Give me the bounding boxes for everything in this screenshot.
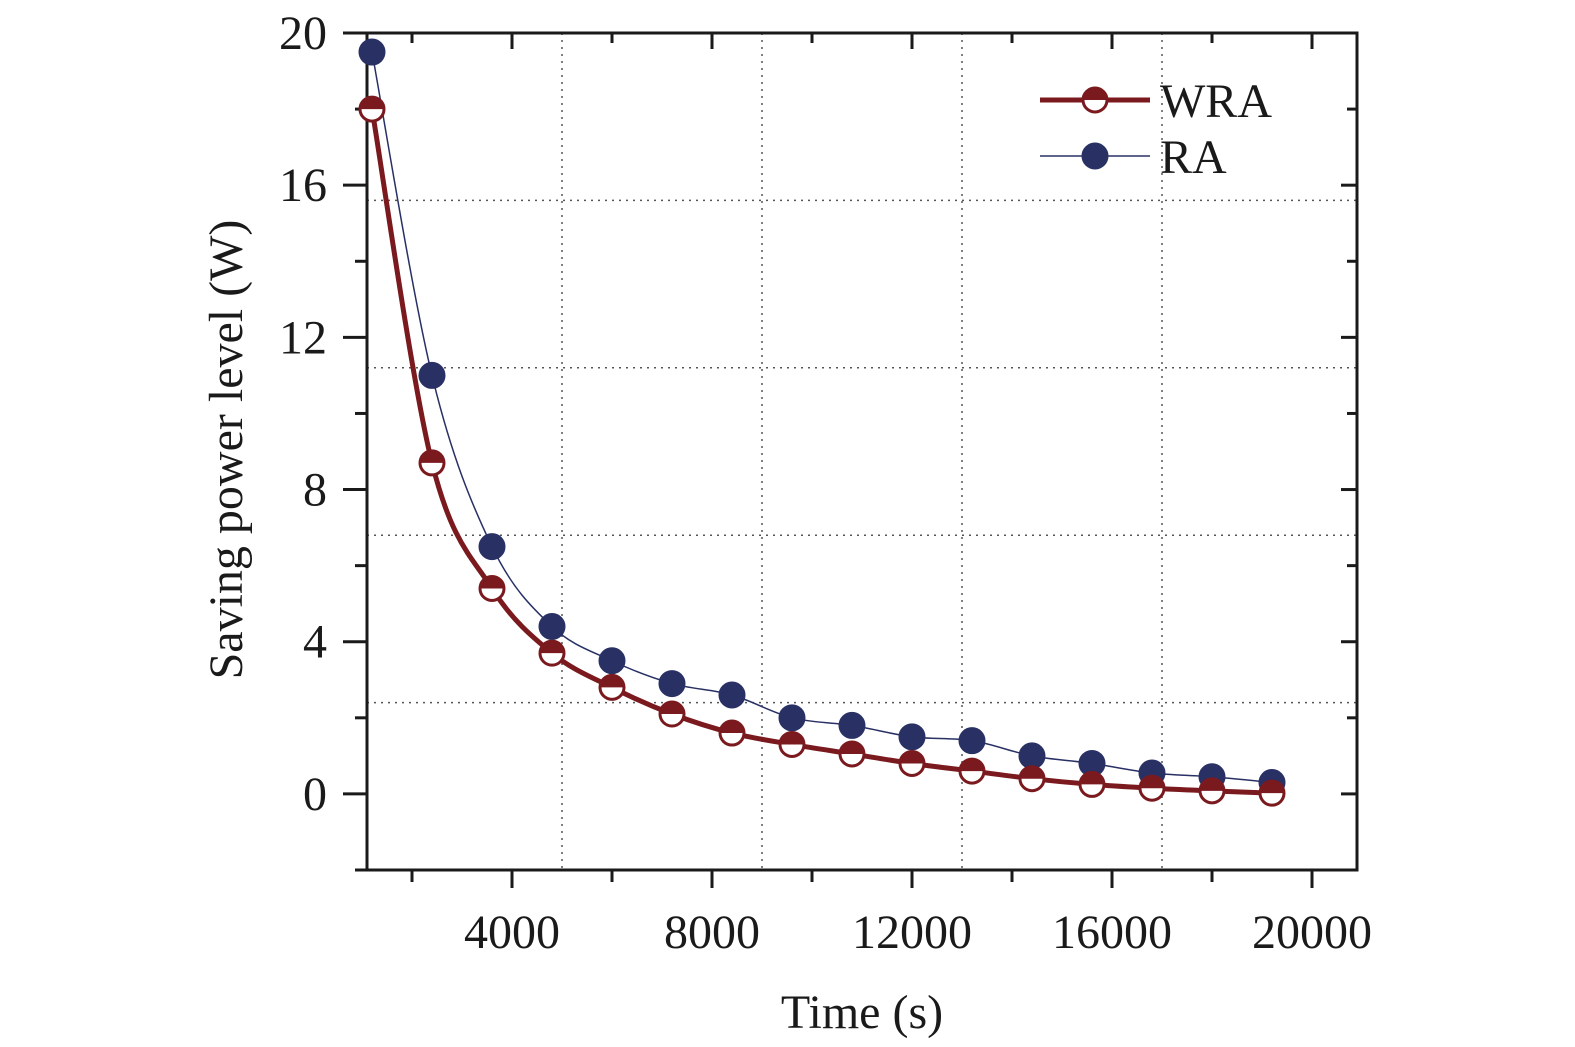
plot-frame — [365, 31, 1359, 872]
marker-top-half — [1080, 772, 1104, 785]
data-point-wra — [1258, 779, 1286, 807]
legend-label: RA — [1160, 131, 1227, 184]
y-tick-label: 12 — [279, 311, 327, 364]
data-point-wra — [1138, 774, 1166, 802]
marker-top-half — [840, 741, 864, 754]
marker-top-half — [1200, 778, 1224, 791]
marker-top-half — [960, 759, 984, 772]
data-point-ra — [838, 711, 866, 739]
data-point-ra — [358, 38, 386, 66]
marker-top-half — [1260, 781, 1284, 794]
x-tick-label: 16000 — [1052, 906, 1172, 959]
data-point-ra — [898, 723, 926, 751]
data-point-ra — [478, 533, 506, 561]
data-point-wra — [778, 730, 806, 758]
x-axis-title: Time (s) — [781, 986, 943, 1039]
series-line-ra — [371, 51, 1273, 784]
marker-top-half — [780, 732, 804, 745]
data-point-wra — [1078, 770, 1106, 798]
series-line-wra — [369, 108, 1273, 796]
x-tick-label: 4000 — [464, 906, 560, 959]
data-point-wra — [898, 749, 926, 777]
data-point-wra — [958, 757, 986, 785]
data-point-wra — [838, 740, 866, 768]
data-point-wra — [718, 719, 746, 747]
marker-top-half — [600, 675, 624, 688]
marker-top-half — [420, 450, 444, 463]
legend-label: WRA — [1160, 75, 1272, 128]
legend-item-wra: WRA — [1040, 75, 1272, 128]
data-point-wra — [1018, 765, 1046, 793]
series-layer — [358, 38, 1286, 807]
data-point-wra — [358, 95, 386, 123]
data-point-ra — [718, 681, 746, 709]
data-point-ra — [418, 361, 446, 389]
y-tick-label: 4 — [303, 616, 327, 669]
legend-item-ra: RA — [1040, 131, 1227, 184]
data-point-ra — [598, 647, 626, 675]
data-point-ra — [538, 613, 566, 641]
data-point-wra — [658, 700, 686, 728]
y-axis-title: Saving power level (W) — [200, 220, 253, 680]
marker-top-half — [1140, 776, 1164, 789]
data-point-wra — [478, 574, 506, 602]
y-tick-label: 0 — [303, 768, 327, 821]
series-wra — [358, 95, 1286, 807]
data-point-ra — [1018, 742, 1046, 770]
data-point-wra — [538, 639, 566, 667]
marker-top-half — [360, 97, 384, 110]
x-tick-label: 12000 — [852, 906, 972, 959]
legend-marker — [1081, 86, 1109, 114]
marker-top-half — [1083, 88, 1107, 100]
y-tick-label: 8 — [303, 464, 327, 517]
data-point-wra — [1198, 777, 1226, 805]
marker-top-half — [540, 641, 564, 654]
series-ra — [358, 38, 1286, 796]
data-point-ra — [778, 704, 806, 732]
y-tick-label: 20 — [279, 7, 327, 60]
marker-top-half — [1020, 766, 1044, 779]
marker-top-half — [480, 576, 504, 589]
y-tick-label: 16 — [279, 159, 327, 212]
marker-top-half — [660, 702, 684, 715]
data-point-wra — [598, 673, 626, 701]
data-point-ra — [658, 670, 686, 698]
axes-layer: 0 4 8 12 16 20 4000 8000 12000 16000 20000 — [279, 7, 1372, 959]
data-point-wra — [418, 449, 446, 477]
x-tick-label: 8000 — [664, 906, 760, 959]
legend-marker — [1081, 142, 1109, 170]
x-tick-label: 20000 — [1252, 906, 1372, 959]
data-point-ra — [958, 727, 986, 755]
marker-top-half — [720, 721, 744, 734]
marker-top-half — [900, 751, 924, 764]
